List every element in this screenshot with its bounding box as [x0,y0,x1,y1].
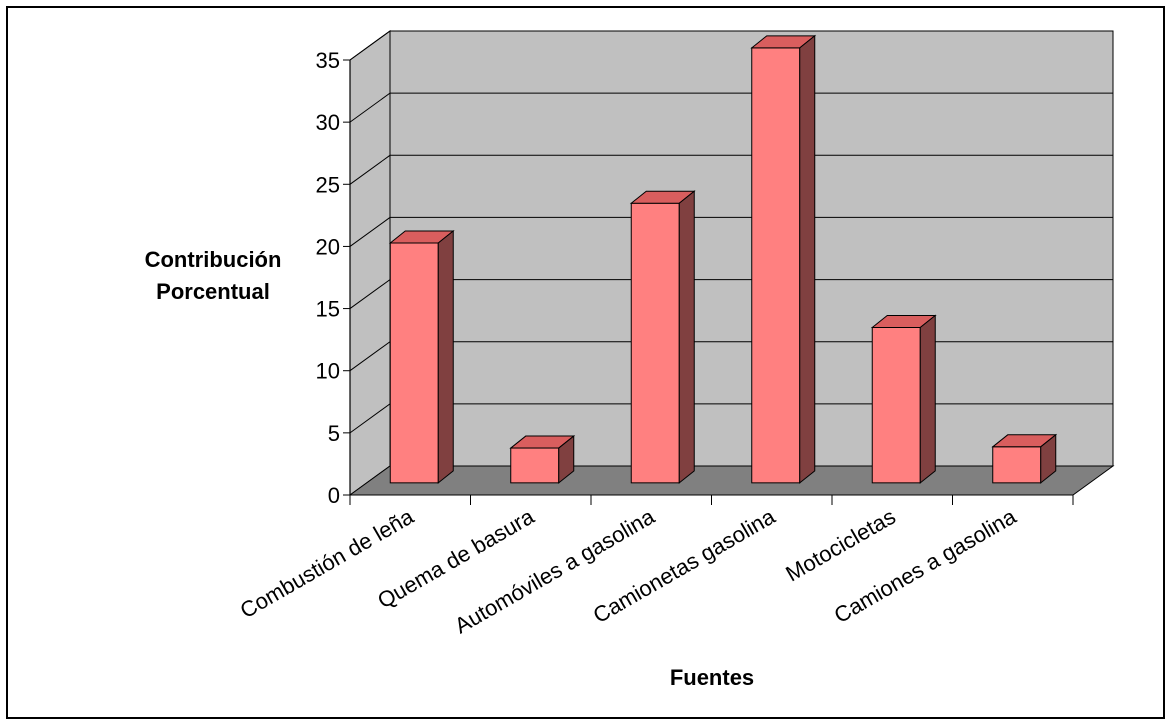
bar-side [558,435,575,484]
y-tick-label: 10 [316,359,340,384]
bars [388,34,1058,484]
y-tick-label: 35 [316,48,340,73]
y-tick-label: 0 [328,483,340,508]
gridline [349,216,1113,247]
bar [871,326,921,484]
bar [510,447,560,484]
y-axis-label-line-2: Porcentual [156,279,270,304]
y-axis-label: Contribución Porcentual [118,244,308,308]
x-tick-label: Automóviles a gasolina [450,503,659,638]
y-tick-labels: 0 5 10 15 20 25 30 35 [316,48,340,508]
y-tick-label: 30 [316,110,340,135]
chart-walls [348,30,1115,496]
bar [751,47,801,484]
bar-side [1040,433,1057,484]
gridline [349,154,1113,185]
y-tick-label: 15 [316,297,340,322]
bar-side [799,34,816,484]
bar [992,446,1042,484]
x-axis-label: Fuentes [669,665,755,690]
side-wall [349,30,391,496]
y-tick-label: 5 [328,421,340,446]
gridline [349,30,1113,61]
bar-side [919,314,936,484]
bar-side [678,190,695,484]
y-axis-label-line-1: Contribución [144,247,282,272]
x-tick-label: Motocicletas [781,504,899,587]
bar [389,242,439,484]
gridline [349,92,1113,123]
y-tick-label: 25 [316,172,340,197]
bar-side [437,229,454,484]
bar [630,202,680,484]
y-tick-label: 20 [316,234,340,259]
axes [343,59,1074,505]
